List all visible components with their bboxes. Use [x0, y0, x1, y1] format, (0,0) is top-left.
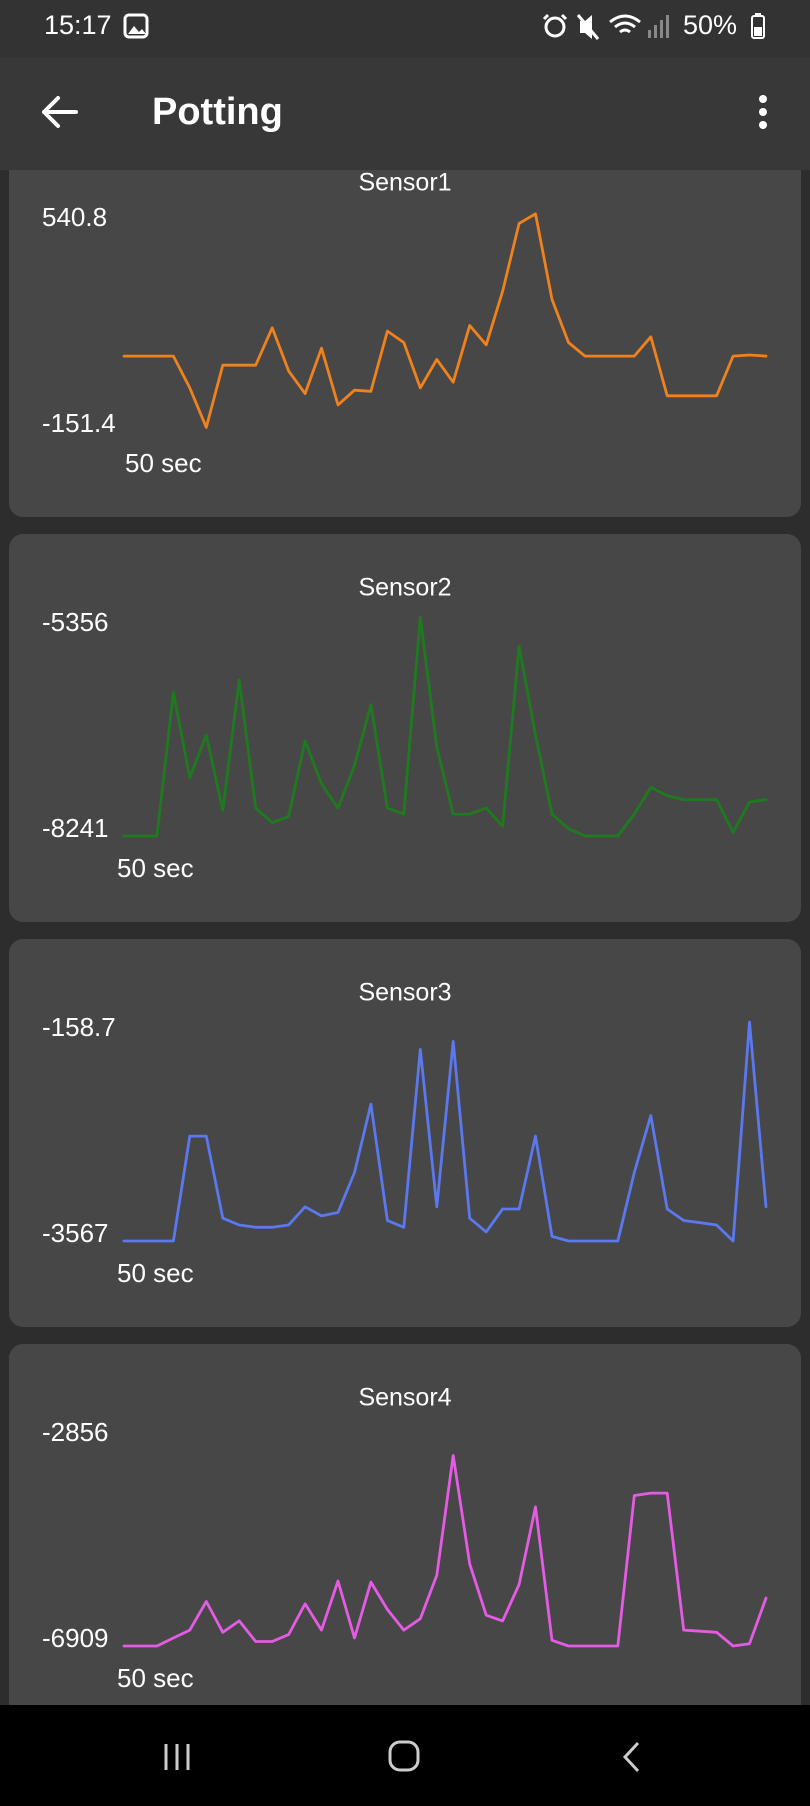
chart-title: Sensor2	[358, 574, 451, 602]
y-max-label: -158.7	[42, 1012, 116, 1042]
data-line	[122, 615, 768, 838]
card-background	[9, 534, 801, 922]
app-title: Potting	[152, 91, 283, 133]
gallery-icon	[123, 13, 149, 39]
menu-button[interactable]	[759, 95, 767, 129]
battery-icon	[751, 13, 765, 39]
chart-card: Sensor3 -158.7 -3567 50 sec	[9, 939, 801, 1327]
x-axis-label: 50 sec	[117, 1663, 194, 1693]
card-background	[9, 939, 801, 1327]
y-min-label: -3567	[42, 1218, 109, 1248]
back-button[interactable]	[42, 96, 78, 128]
chart-title: Sensor4	[358, 1384, 451, 1412]
chart-title: Sensor3	[358, 979, 451, 1007]
chart-card: Sensor2 -5356 -8241 50 sec	[9, 534, 801, 922]
y-min-label: -151.4	[42, 408, 116, 438]
data-line	[122, 212, 768, 429]
alarm-icon	[542, 13, 568, 38]
chart-title: Sensor1	[358, 169, 451, 197]
x-axis-label: 50 sec	[117, 853, 194, 883]
data-line	[122, 1020, 768, 1243]
wifi-icon	[609, 14, 641, 34]
mute-icon	[576, 14, 600, 40]
navigation-bar	[0, 1705, 810, 1806]
x-axis-label: 50 sec	[125, 448, 202, 478]
chart-card: Sensor4 -2856 -6909 50 sec	[9, 1344, 801, 1732]
recents-button[interactable]	[164, 1744, 190, 1770]
y-max-label: -5356	[42, 607, 109, 637]
y-min-label: -8241	[42, 813, 109, 843]
data-line	[122, 1454, 768, 1648]
chart-list: Sensor1 540.8 -151.4 50 sec Sensor2 -5356 -824…	[9, 129, 801, 1732]
signal-icon	[648, 15, 669, 38]
home-button[interactable]	[388, 1740, 420, 1772]
chart-card: Sensor1 540.8 -151.4 50 sec	[9, 129, 801, 517]
back-nav-button[interactable]	[622, 1741, 640, 1773]
status-time: 15:17	[44, 10, 112, 40]
y-max-label: 540.8	[42, 202, 107, 232]
y-min-label: -6909	[42, 1623, 109, 1653]
x-axis-label: 50 sec	[117, 1258, 194, 1288]
battery-percent: 50%	[683, 10, 737, 40]
card-background	[9, 1344, 801, 1732]
y-max-label: -2856	[42, 1417, 109, 1447]
